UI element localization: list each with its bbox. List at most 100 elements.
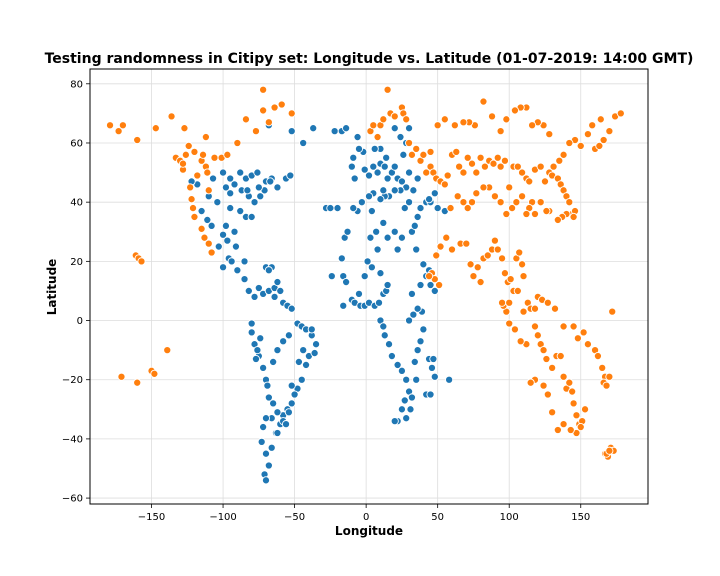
data-point [405,168,414,177]
data-point [150,369,159,378]
data-point [256,192,265,201]
data-point [372,227,381,236]
data-point [443,171,452,180]
data-point [410,221,419,230]
data-point [463,153,472,162]
data-point [433,121,442,130]
data-point [530,304,540,313]
x-tick-label: −150 [138,512,165,523]
data-point [349,204,358,213]
data-point [416,204,425,213]
data-point [489,159,498,168]
data-point [462,239,471,248]
data-point [505,319,514,328]
data-point [257,437,266,446]
data-point [219,230,228,239]
data-point [214,242,223,251]
data-point [273,183,282,192]
data-point [230,227,239,236]
data-point [553,425,562,435]
data-point [407,289,416,298]
data-point [412,375,421,384]
data-point [393,245,402,254]
data-point [167,112,176,121]
data-point [510,325,519,334]
data-point [556,351,565,361]
data-point [397,233,406,242]
data-point [536,198,545,207]
data-point [247,328,256,337]
data-point [447,245,457,254]
data-point [466,260,475,269]
data-point [565,138,574,148]
data-point [412,245,421,254]
data-point [548,408,557,417]
data-point [360,165,369,174]
data-point [479,97,488,106]
data-point [281,420,291,429]
data-point [339,301,348,310]
data-point [266,177,275,186]
data-point [198,150,208,159]
data-point [261,449,271,458]
data-point [542,206,551,216]
data-point [419,260,428,269]
data-point [243,186,252,195]
data-point [240,275,249,284]
data-point [413,212,422,222]
data-point [542,354,551,364]
data-point [445,375,454,384]
data-point [350,174,359,183]
data-point [367,263,376,272]
data-point [510,106,519,115]
data-point [284,408,293,417]
data-point [382,153,391,162]
data-point [555,156,564,165]
data-point [273,278,282,287]
data-point [264,266,273,275]
data-point [413,346,422,355]
data-point [390,162,399,171]
data-point [226,189,235,198]
data-point [605,127,614,136]
data-point [505,298,514,307]
x-tick-label: 100 [500,512,519,523]
data-point [402,414,411,423]
data-point [440,180,449,189]
data-point [539,346,548,355]
data-point [360,272,369,281]
data-point [430,286,439,295]
data-point [467,198,477,207]
data-point [273,346,282,355]
x-tick-label: 0 [363,512,369,523]
data-point [493,245,502,254]
data-point [276,286,285,295]
data-point [364,192,374,201]
data-point [566,425,575,435]
data-point [197,224,206,233]
data-point [583,130,592,139]
data-point [259,106,268,115]
data-point [180,124,189,133]
data-point [596,115,605,124]
data-point [354,289,364,298]
data-point [409,310,418,319]
y-tick-label: −40 [62,434,83,445]
data-point [231,242,240,251]
data-point [405,124,414,133]
data-point [353,133,362,142]
y-tick-label: 0 [77,316,83,327]
data-point [223,236,232,245]
data-point [370,144,379,153]
data-point [247,319,256,328]
data-point [435,280,444,290]
data-point [233,266,242,275]
data-point [416,280,425,290]
data-point [479,183,488,192]
data-point [533,331,542,340]
chart-title: Testing randomness in Citipy set: Longit… [45,51,694,67]
data-point [498,298,507,307]
data-point [399,150,408,159]
data-point [254,283,263,293]
data-point [105,121,115,130]
